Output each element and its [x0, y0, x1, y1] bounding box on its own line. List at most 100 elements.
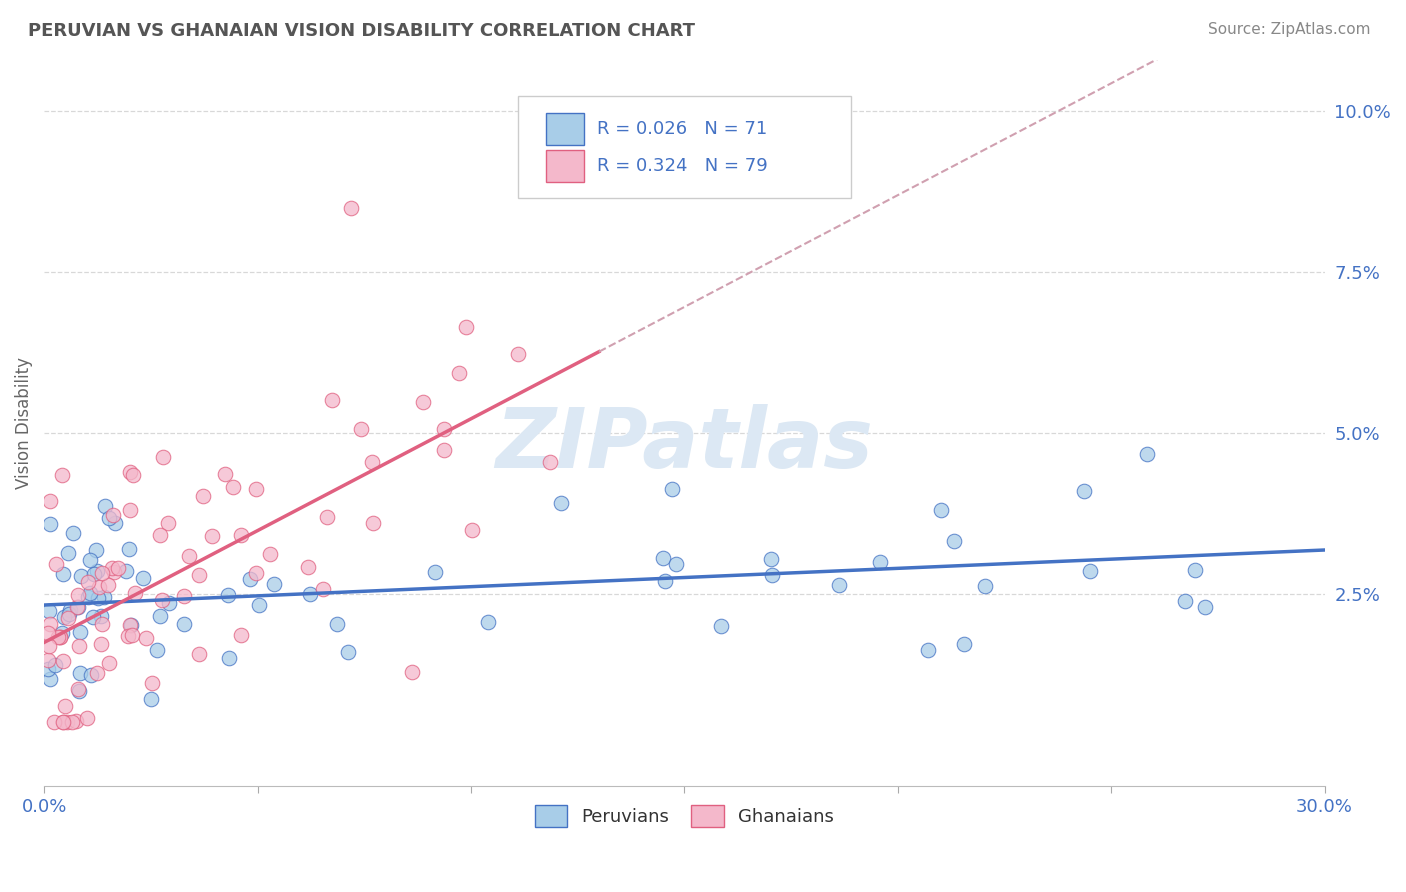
Point	[97, 578, 120, 592]
Point	[37, 661, 59, 675]
Point	[122, 468, 145, 483]
Point	[39, 617, 62, 632]
Point	[38, 672, 60, 686]
Point	[42, 715, 65, 730]
Point	[39, 516, 62, 531]
Point	[231, 528, 253, 542]
Point	[349, 422, 371, 436]
Point	[38, 605, 60, 619]
Point	[156, 516, 179, 531]
Point	[315, 510, 337, 524]
Point	[654, 574, 676, 588]
Point	[433, 443, 456, 458]
Point	[239, 572, 262, 586]
Point	[93, 591, 115, 605]
Point	[38, 494, 60, 508]
Point	[79, 585, 101, 599]
FancyBboxPatch shape	[517, 96, 851, 198]
Point	[710, 619, 733, 633]
Point	[245, 482, 267, 496]
FancyBboxPatch shape	[546, 151, 585, 182]
Y-axis label: Vision Disability: Vision Disability	[15, 357, 32, 489]
Point	[1194, 600, 1216, 615]
Point	[62, 525, 84, 540]
Point	[661, 482, 683, 496]
Point	[51, 567, 73, 582]
Point	[52, 715, 75, 730]
Point	[150, 593, 173, 607]
Point	[53, 698, 76, 713]
Point	[132, 571, 155, 585]
Point	[83, 566, 105, 581]
Point	[121, 628, 143, 642]
Point	[90, 608, 112, 623]
Point	[217, 588, 239, 602]
Point	[87, 581, 110, 595]
Point	[401, 665, 423, 680]
Point	[449, 366, 471, 380]
Point	[651, 550, 673, 565]
Point	[361, 516, 384, 530]
Point	[79, 553, 101, 567]
FancyBboxPatch shape	[546, 113, 585, 145]
Point	[187, 567, 209, 582]
Point	[101, 508, 124, 522]
Point	[263, 576, 285, 591]
Point	[665, 557, 688, 571]
Point	[86, 564, 108, 578]
Point	[1078, 565, 1101, 579]
Point	[52, 654, 75, 668]
Point	[312, 582, 335, 597]
Point	[361, 455, 384, 469]
Text: PERUVIAN VS GHANAIAN VISION DISABILITY CORRELATION CHART: PERUVIAN VS GHANAIAN VISION DISABILITY C…	[28, 22, 695, 40]
Point	[1073, 483, 1095, 498]
Point	[321, 392, 343, 407]
Point	[69, 625, 91, 640]
Point	[118, 542, 141, 557]
Point	[149, 528, 172, 542]
Point	[1184, 563, 1206, 577]
Point	[173, 589, 195, 603]
Point	[45, 557, 67, 571]
Point	[177, 549, 200, 564]
Point	[118, 503, 141, 517]
Point	[917, 643, 939, 657]
Point	[104, 516, 127, 530]
Point	[49, 630, 72, 644]
Point	[107, 561, 129, 575]
Text: ZIPatlas: ZIPatlas	[495, 404, 873, 485]
Point	[82, 609, 104, 624]
Point	[67, 588, 90, 602]
Point	[49, 630, 72, 644]
Point	[77, 590, 100, 604]
Point	[214, 467, 236, 481]
Point	[51, 625, 73, 640]
Point	[828, 578, 851, 592]
Point	[259, 547, 281, 561]
Point	[173, 617, 195, 632]
Point	[506, 347, 529, 361]
Point	[149, 609, 172, 624]
Point	[65, 599, 87, 614]
Point	[139, 691, 162, 706]
Point	[454, 320, 477, 334]
Point	[67, 682, 90, 697]
Point	[101, 561, 124, 575]
Point	[67, 684, 90, 698]
Point	[974, 579, 997, 593]
Legend: Peruvians, Ghanaians: Peruvians, Ghanaians	[526, 796, 844, 836]
Point	[97, 656, 120, 670]
Point	[115, 564, 138, 578]
Point	[65, 714, 87, 728]
Point	[759, 552, 782, 566]
Point	[38, 640, 60, 654]
Point	[222, 480, 245, 494]
Point	[340, 201, 363, 215]
Point	[1136, 447, 1159, 461]
Point	[141, 675, 163, 690]
Point	[145, 642, 167, 657]
Text: Source: ZipAtlas.com: Source: ZipAtlas.com	[1208, 22, 1371, 37]
Point	[44, 657, 66, 672]
Point	[91, 566, 114, 581]
Point	[120, 618, 142, 632]
